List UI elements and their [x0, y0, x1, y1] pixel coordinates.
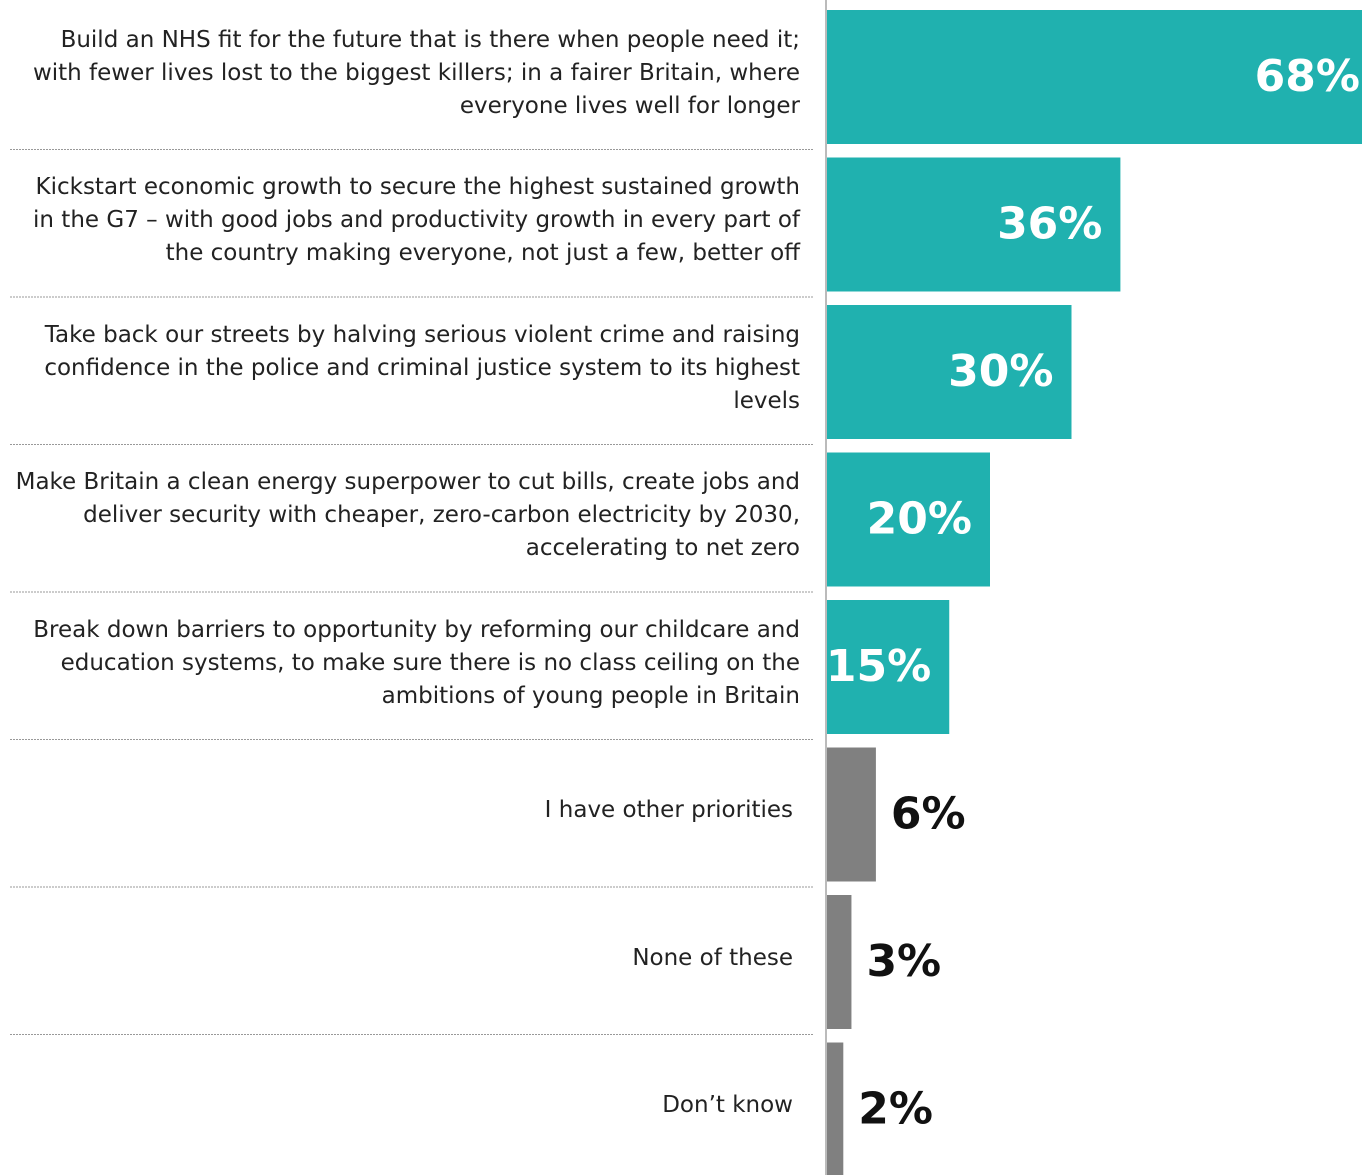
bar [827, 895, 852, 1029]
category-text: Break down barriers to opportunity by re… [33, 616, 800, 709]
category-text: Kickstart economic growth to secure the … [33, 174, 800, 266]
category-label: Make Britain a clean energy superpower t… [10, 447, 800, 585]
value-label: 20% [867, 494, 972, 545]
category-text: Make Britain a clean energy superpower t… [15, 469, 800, 561]
category-text: Take back our streets by halving serious… [44, 321, 800, 414]
category-text: Build an NHS fit for the future that is … [32, 26, 800, 119]
value-label: 30% [948, 346, 1053, 397]
category-label: I have other priorities [10, 742, 793, 880]
value-label: 2% [858, 1084, 933, 1135]
value-label: 36% [997, 199, 1102, 250]
bar [827, 1042, 844, 1175]
category-label: Build an NHS fit for the future that is … [10, 4, 800, 142]
category-label: None of these [10, 889, 793, 1027]
category-label: Don’t know [10, 1037, 793, 1175]
category-text: I have other priorities [544, 797, 793, 823]
value-label: 15% [826, 641, 931, 692]
value-label: 68% [1255, 51, 1360, 102]
value-label: 6% [891, 789, 966, 840]
bar [827, 747, 876, 882]
bar [827, 600, 950, 734]
value-label: 3% [866, 936, 941, 987]
bar [827, 305, 1072, 439]
category-text: None of these [632, 944, 793, 971]
category-text: Don’t know [662, 1092, 793, 1118]
bar [827, 452, 990, 587]
bar [827, 157, 1121, 292]
category-label: Kickstart economic growth to secure the … [10, 152, 800, 290]
category-label: Take back our streets by halving serious… [10, 299, 800, 437]
bar [827, 10, 1362, 144]
category-label: Break down barriers to opportunity by re… [10, 594, 800, 732]
